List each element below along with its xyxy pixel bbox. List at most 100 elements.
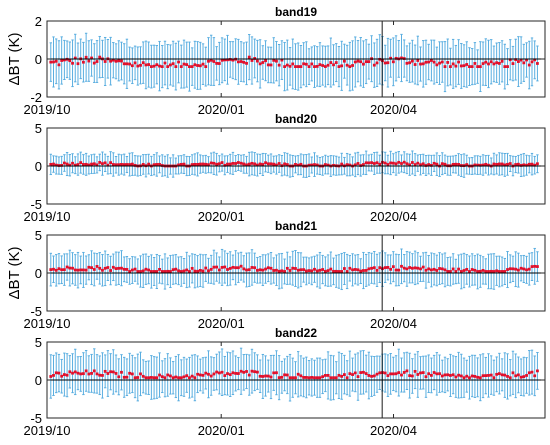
mean-marker (492, 376, 496, 380)
mean-marker (332, 163, 335, 167)
mean-marker (536, 265, 539, 268)
mean-marker (402, 266, 406, 270)
mean-marker (264, 161, 267, 165)
mean-marker (391, 372, 395, 376)
mean-marker (446, 61, 450, 64)
mean-marker (245, 61, 248, 65)
mean-marker (90, 266, 93, 270)
mean-marker (291, 266, 295, 270)
mean-marker (307, 163, 311, 167)
mean-marker (315, 163, 319, 167)
mean-marker (220, 370, 224, 374)
mean-marker (149, 270, 153, 273)
mean-marker (296, 268, 300, 272)
mean-marker (247, 373, 251, 377)
mean-marker (340, 64, 344, 68)
mean-marker (57, 371, 61, 375)
mean-marker (261, 163, 265, 166)
mean-marker (413, 266, 417, 270)
mean-marker (101, 268, 104, 272)
x-tick-label: 2019/10 (24, 209, 71, 224)
mean-marker (169, 374, 172, 378)
mean-marker (234, 162, 238, 165)
mean-marker (530, 60, 534, 64)
mean-marker (258, 374, 262, 378)
mean-marker (351, 64, 354, 67)
mean-marker (310, 269, 314, 273)
mean-marker (446, 270, 450, 273)
mean-marker (449, 270, 452, 273)
mean-marker (506, 375, 509, 378)
mean-marker (182, 375, 186, 379)
y-axis-label: ΔBT (K) (6, 246, 23, 299)
mean-marker (536, 369, 539, 373)
mean-marker (169, 63, 172, 67)
mean-marker (397, 371, 401, 374)
mean-marker (275, 163, 278, 167)
mean-marker (179, 270, 183, 273)
mean-marker (258, 62, 262, 66)
mean-marker (394, 162, 398, 166)
mean-marker (465, 267, 469, 271)
mean-marker (413, 163, 417, 166)
mean-marker (261, 375, 265, 378)
y-tick-label: 0 (35, 266, 42, 281)
mean-marker (182, 269, 186, 273)
mean-marker (468, 376, 471, 380)
mean-marker (79, 161, 83, 165)
mean-marker (209, 374, 213, 378)
mean-marker (516, 60, 520, 63)
mean-marker (236, 372, 240, 375)
mean-marker (160, 65, 164, 68)
mean-marker (149, 376, 153, 379)
mean-marker (519, 266, 523, 270)
mean-marker (318, 376, 322, 380)
mean-marker (223, 58, 227, 62)
mean-marker (503, 163, 507, 167)
mean-marker (408, 374, 412, 378)
mean-marker (239, 264, 243, 268)
mean-marker (57, 164, 61, 167)
mean-marker (288, 64, 292, 68)
mean-marker (103, 369, 107, 373)
mean-marker (272, 58, 276, 62)
x-tick-label: 2020/04 (370, 102, 417, 117)
mean-marker (68, 370, 72, 374)
mean-marker (473, 375, 477, 378)
mean-marker (359, 269, 363, 273)
mean-marker (226, 58, 229, 62)
mean-marker (147, 162, 151, 166)
mean-marker (323, 374, 327, 377)
mean-marker (79, 268, 83, 272)
mean-marker (226, 268, 229, 271)
mean-marker (307, 65, 311, 68)
mean-marker (364, 372, 368, 375)
mean-marker (386, 163, 390, 166)
mean-marker (424, 60, 428, 64)
panel-band21: band21 -5 0 5 2019/10 2020/01 2020/04 (24, 219, 546, 331)
mean-marker (500, 373, 504, 377)
mean-marker (481, 374, 485, 378)
mean-marker (204, 162, 208, 166)
mean-marker (367, 374, 371, 377)
x-tick-label: 2020/01 (198, 209, 245, 224)
mean-marker (497, 62, 501, 65)
mean-marker (90, 56, 93, 60)
mean-marker (52, 162, 55, 166)
mean-marker (410, 59, 414, 63)
mean-marker (457, 267, 460, 271)
mean-marker (394, 56, 398, 60)
mean-marker (443, 162, 447, 166)
mean-marker (209, 58, 213, 62)
mean-marker (516, 373, 520, 377)
mean-marker (443, 268, 447, 272)
mean-marker (158, 64, 161, 68)
mean-marker (533, 374, 537, 378)
mean-marker (424, 164, 428, 167)
mean-marker (429, 268, 433, 272)
mean-marker (323, 269, 327, 273)
mean-marker (266, 63, 270, 67)
mean-marker (351, 373, 354, 376)
mean-marker (250, 161, 254, 165)
